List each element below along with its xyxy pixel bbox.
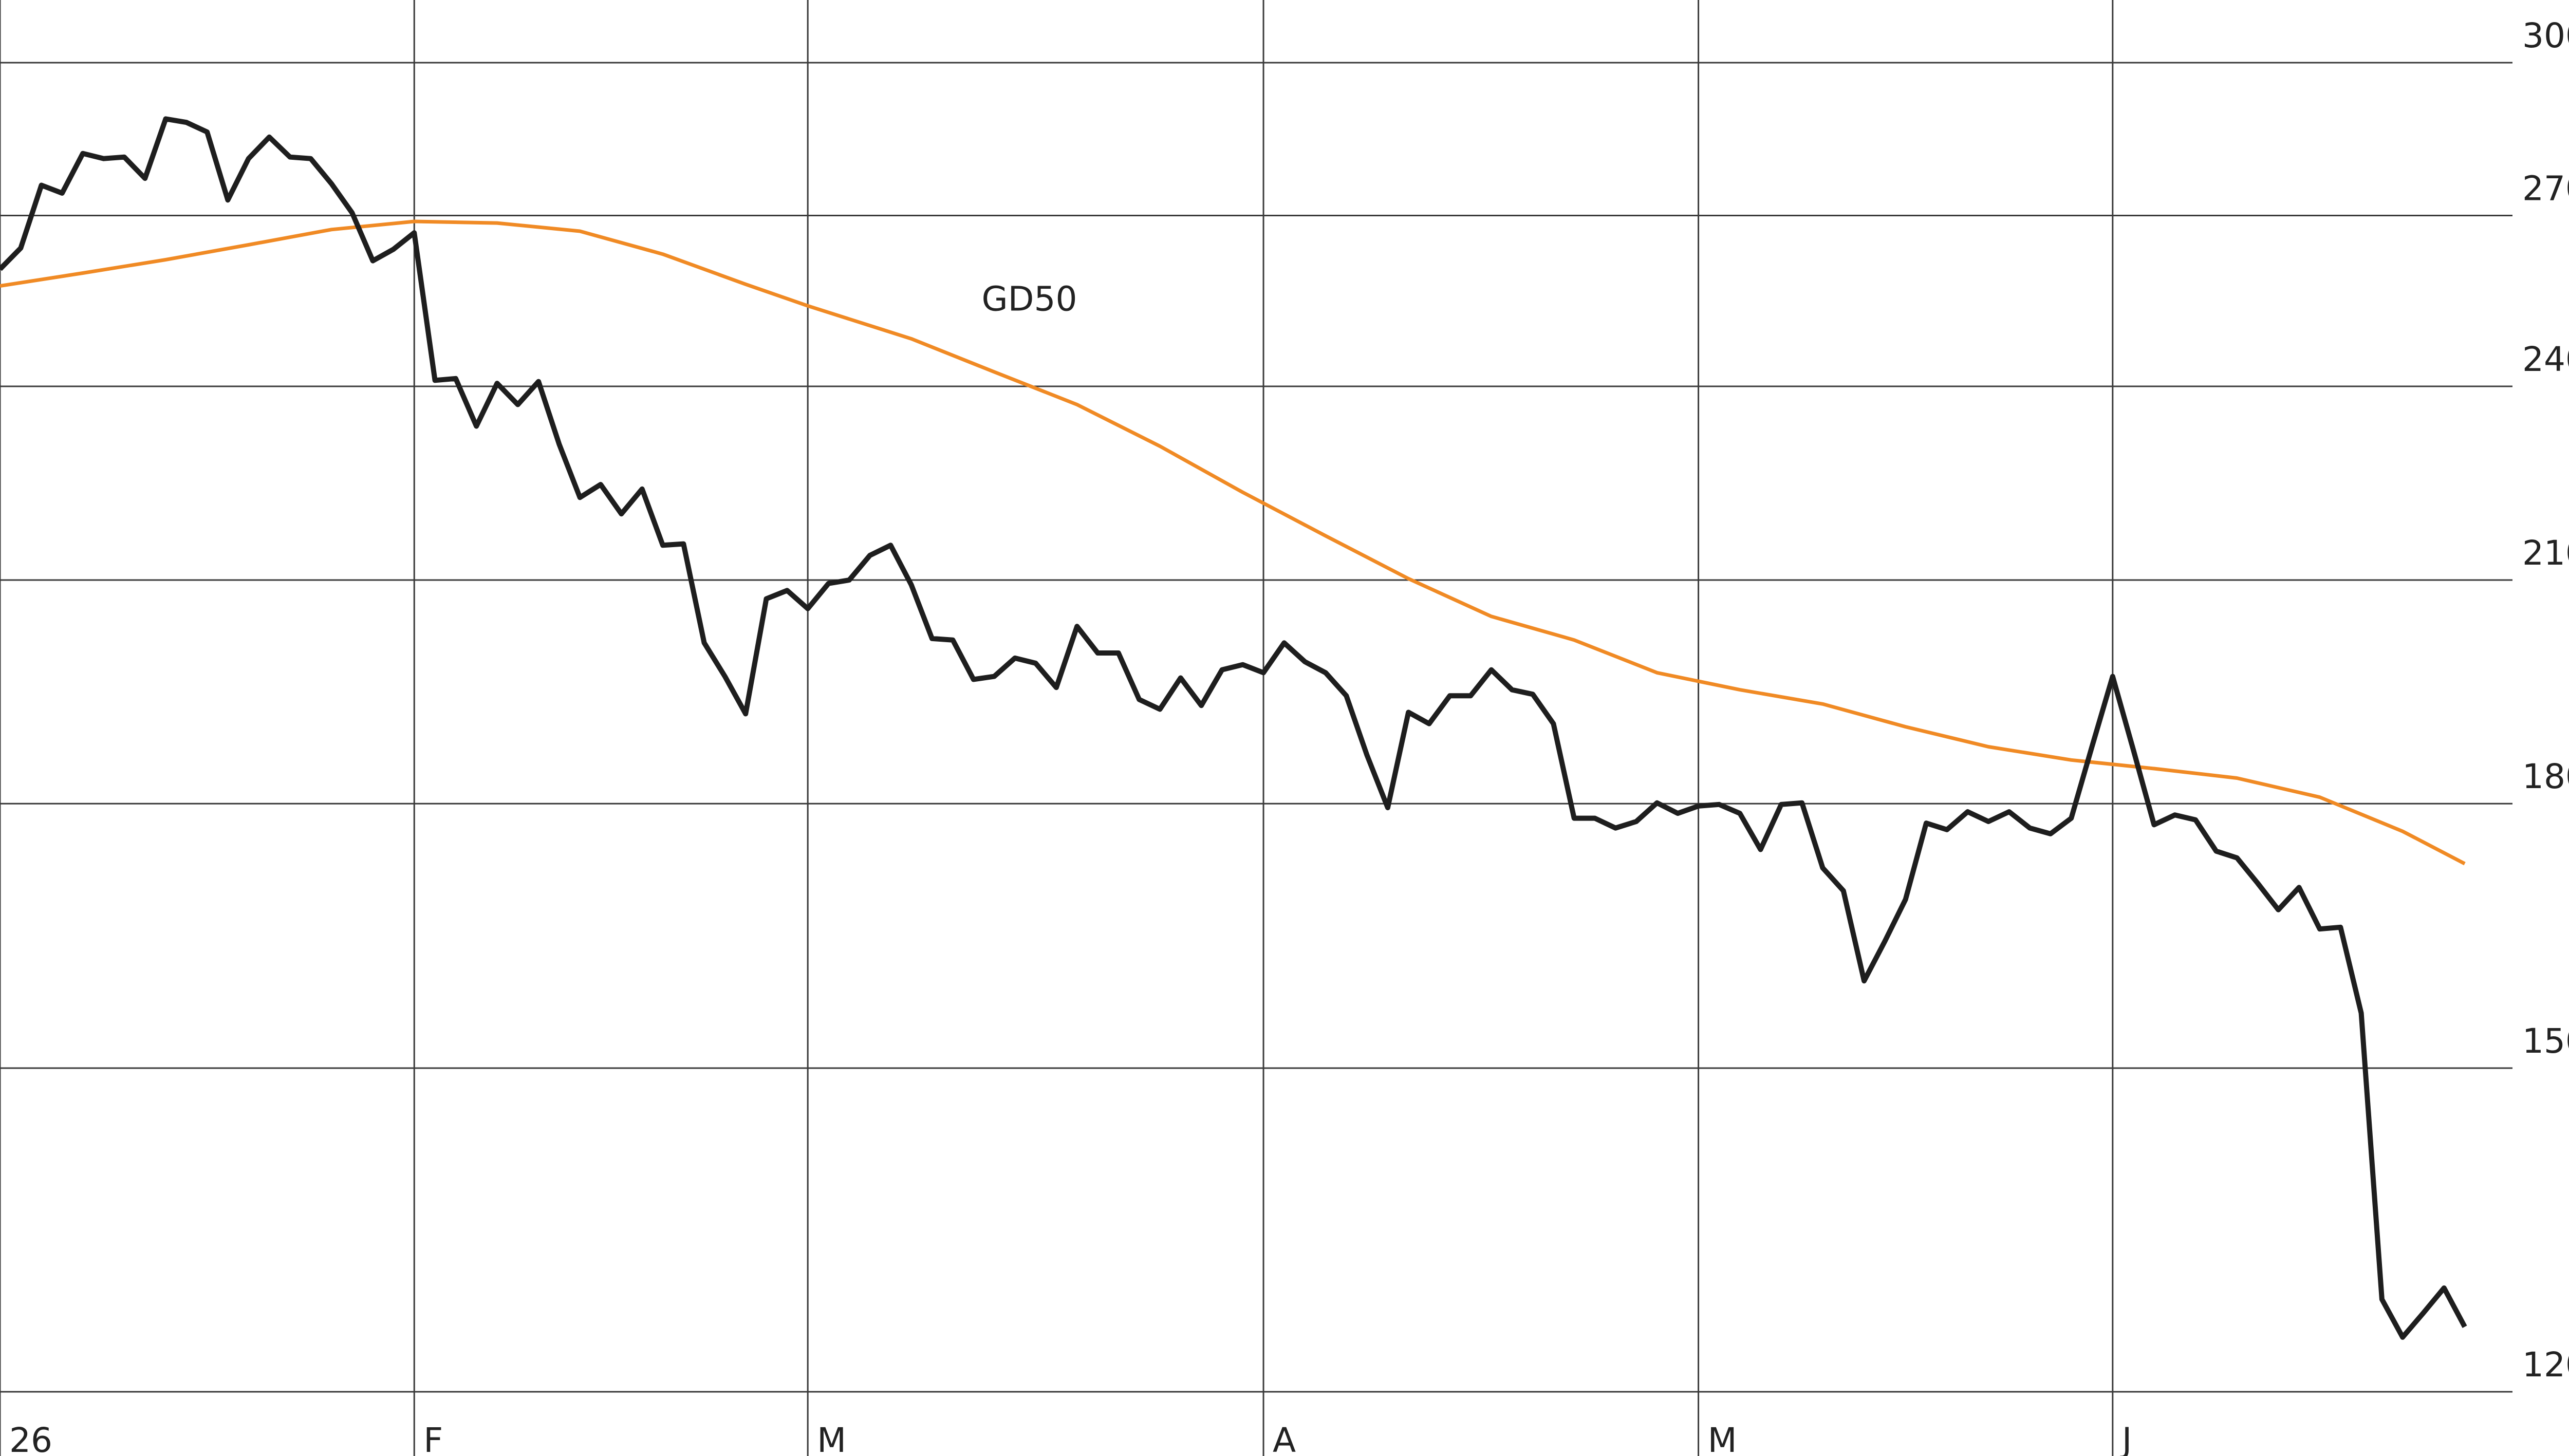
average-line [0,219,2466,866]
y-tick-label: 300 [2522,16,2569,55]
y-tick-label: 270 [2522,169,2569,208]
y-tick-label: 120 [2522,1345,2569,1385]
x-tick-label: M [817,1421,846,1456]
x-tick-label: A [1273,1421,1296,1456]
y-tick-label: 240 [2522,340,2569,379]
price-line [0,116,2467,1340]
x-tick-label: F [423,1421,443,1456]
annotation: GD50 [982,279,1077,319]
y-tick-label: 210 [2522,533,2569,573]
x-tick-label: M [1708,1421,1737,1456]
x-tick-label: J [2120,1421,2132,1456]
y-tick-label: 180 [2522,757,2569,796]
y-tick-label: 150 [2522,1021,2569,1061]
x-tick-label: 26 [9,1421,52,1456]
